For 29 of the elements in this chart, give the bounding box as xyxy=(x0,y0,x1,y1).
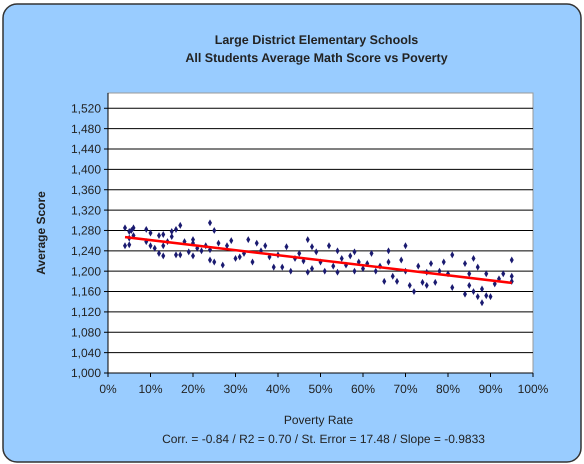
y-axis-title: Average Score xyxy=(34,190,48,275)
x-tick-label: 100% xyxy=(518,382,549,396)
y-tick-label: 1,000 xyxy=(70,366,102,380)
y-tick-label: 1,160 xyxy=(70,284,102,299)
x-axis-title: Poverty Rate xyxy=(284,413,354,427)
x-tick-label: 30% xyxy=(223,382,248,396)
x-tick-label: 20% xyxy=(180,382,206,396)
y-tick-label: 1,080 xyxy=(70,325,102,340)
x-tick-label: 60% xyxy=(350,382,376,396)
y-tick-label: 1,200 xyxy=(70,264,102,278)
y-tick-label: 1,400 xyxy=(70,162,102,177)
chart-title: Large District Elementary Schools All Students Average Math Score vs Poverty xyxy=(185,33,448,65)
text: Corr. = -0.84 / R2 = 0.70 / St. Error = 17.48 / Slope = -0.9833 xyxy=(162,432,486,446)
x-tick-label: 50% xyxy=(308,382,333,396)
y-tick-label: 1,120 xyxy=(70,305,102,320)
y-tick-label: 1,240 xyxy=(70,244,102,258)
y-tick-label: 1,440 xyxy=(70,142,102,156)
y-tick-label: 1,280 xyxy=(70,224,102,238)
y-tick-label: 1,480 xyxy=(70,122,102,136)
x-tick-label: 80% xyxy=(436,382,460,396)
x-tick-label: 10% xyxy=(138,382,163,396)
y-tick-label: 1,040 xyxy=(70,346,102,360)
x-tick-label: 70% xyxy=(393,382,418,396)
y-tick-label: 1,360 xyxy=(70,182,102,197)
x-tick-label: 0% xyxy=(99,382,117,396)
y-tick-label: 1,320 xyxy=(70,203,102,218)
y-tick-label: 1,520 xyxy=(70,101,102,116)
x-tick-label: 90% xyxy=(478,382,503,396)
x-tick-label: 40% xyxy=(266,382,290,396)
